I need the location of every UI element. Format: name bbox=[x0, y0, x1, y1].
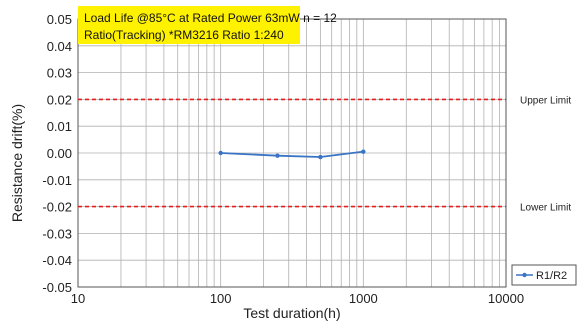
data-point bbox=[218, 150, 223, 156]
title-line-1: Load Life @85°C at Rated Power 63mW n = … bbox=[84, 11, 337, 25]
y-tick-label: 0.03 bbox=[47, 66, 72, 81]
y-tick-label: -0.01 bbox=[42, 173, 72, 188]
x-tick-label: 1000 bbox=[349, 291, 378, 306]
data-point bbox=[361, 149, 366, 154]
legend-box bbox=[511, 264, 577, 286]
y-tick-label: 0.01 bbox=[47, 119, 72, 134]
x-axis-label: Test duration(h) bbox=[243, 305, 340, 321]
y-tick-label: 0.05 bbox=[47, 12, 72, 27]
x-tick-labels: 10 100 1000 10000 bbox=[71, 291, 524, 306]
series-line bbox=[220, 150, 364, 158]
y-tick-labels: 0.05 0.04 0.03 0.02 0.01 0.00 -0.01 -0.02 -0.03 -… bbox=[42, 12, 72, 295]
y-tick-label: -0.05 bbox=[42, 280, 72, 295]
legend-marker bbox=[522, 272, 527, 278]
y-tick-label: 0.00 bbox=[47, 146, 72, 161]
reference-lines: Upper Limit Lower Limit bbox=[78, 95, 571, 214]
data-point bbox=[275, 153, 280, 158]
y-axis-label: Resistance drift(%) bbox=[9, 104, 25, 222]
title-line-2: Ratio(Tracking) *RM3216 Ratio 1:240 bbox=[84, 28, 284, 42]
upper-limit-label: Upper Limit bbox=[520, 95, 571, 106]
x-tick-label: 10 bbox=[71, 291, 85, 306]
y-tick-label: 0.04 bbox=[47, 39, 72, 54]
grid-lines bbox=[77, 18, 506, 288]
series-layer bbox=[218, 149, 366, 160]
y-tick-label: -0.04 bbox=[42, 253, 72, 268]
legend: R1/R2 bbox=[511, 264, 577, 286]
legend-label: R1/R2 bbox=[536, 270, 567, 282]
x-tick-label: 100 bbox=[210, 291, 232, 306]
y-tick-label: -0.02 bbox=[42, 200, 72, 215]
y-tick-label: -0.03 bbox=[42, 226, 72, 241]
data-point bbox=[318, 154, 323, 160]
lower-limit-label: Lower Limit bbox=[520, 203, 571, 214]
title-box: Load Life @85°C at Rated Power 63mW n = … bbox=[78, 6, 337, 44]
y-tick-label: 0.02 bbox=[47, 92, 72, 107]
x-tick-label: 10000 bbox=[488, 291, 524, 306]
